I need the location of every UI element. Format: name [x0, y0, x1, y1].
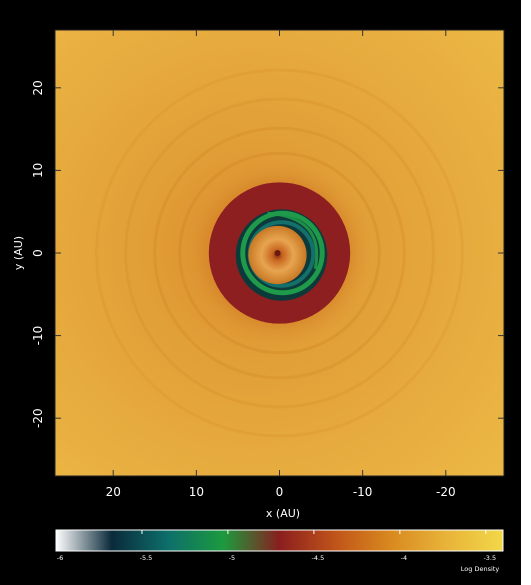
colorbar-tick-label: -3.5 [483, 554, 496, 562]
colorbar-tick-label: -5 [229, 554, 235, 562]
colorbar-tick-label: -6 [57, 554, 63, 562]
colorbar-tick-label: -4.5 [312, 554, 325, 562]
x-tick-label: -20 [436, 485, 456, 499]
density-wave [153, 126, 406, 380]
y-axis: 20 10 0 -10 -20 [31, 80, 504, 428]
green-ring [240, 210, 325, 296]
colorbar-label: Log Density [461, 565, 500, 573]
x-tick-label: -10 [353, 485, 373, 499]
colorbar [55, 529, 504, 552]
density-wave [178, 151, 381, 355]
colorbar-tick-label: -4 [401, 554, 407, 562]
x-axis: 20 10 0 -10 -20 [106, 30, 456, 499]
colorbar-ticks: -6 -5.5 -5 -4.5 -4 -3.5 [55, 530, 496, 562]
density-wave [124, 97, 435, 409]
x-tick-label: 10 [189, 485, 204, 499]
y-tick-label: -20 [31, 408, 45, 428]
spiral-streak [267, 211, 319, 270]
x-axis-label: x (AU) [266, 507, 300, 520]
y-tick-label: 20 [31, 80, 45, 95]
y-tick-label: 0 [31, 249, 45, 257]
x-tick-label: 20 [106, 485, 121, 499]
y-tick-label: -10 [31, 326, 45, 346]
density-field [95, 68, 464, 438]
colorbar-tick-label: -5.5 [140, 554, 153, 562]
density-wave [95, 68, 464, 438]
central-star [274, 250, 281, 256]
y-tick-label: 10 [31, 163, 45, 178]
y-axis-label: y (AU) [12, 236, 25, 270]
x-tick-label: 0 [276, 485, 284, 499]
